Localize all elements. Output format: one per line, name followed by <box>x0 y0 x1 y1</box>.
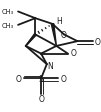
Text: S: S <box>39 74 43 83</box>
Text: O: O <box>95 37 100 46</box>
Text: N: N <box>47 61 53 70</box>
Text: O: O <box>16 74 22 83</box>
Text: CH₃: CH₃ <box>2 9 14 15</box>
Polygon shape <box>26 34 36 46</box>
Text: O: O <box>38 94 44 103</box>
Text: CH₃: CH₃ <box>2 23 14 29</box>
Text: O: O <box>61 31 67 40</box>
Text: O: O <box>60 74 66 83</box>
Polygon shape <box>51 25 56 46</box>
Text: H: H <box>56 16 62 25</box>
Text: O: O <box>71 49 77 58</box>
